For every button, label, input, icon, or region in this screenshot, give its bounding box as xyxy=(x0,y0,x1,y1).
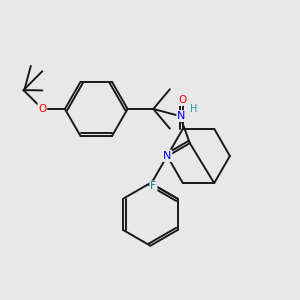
Text: N: N xyxy=(177,111,186,121)
Text: F: F xyxy=(150,182,157,191)
Text: O: O xyxy=(179,95,187,105)
Text: H: H xyxy=(190,104,197,114)
Text: O: O xyxy=(38,104,46,114)
Text: N: N xyxy=(163,151,171,161)
Text: O: O xyxy=(163,150,171,161)
